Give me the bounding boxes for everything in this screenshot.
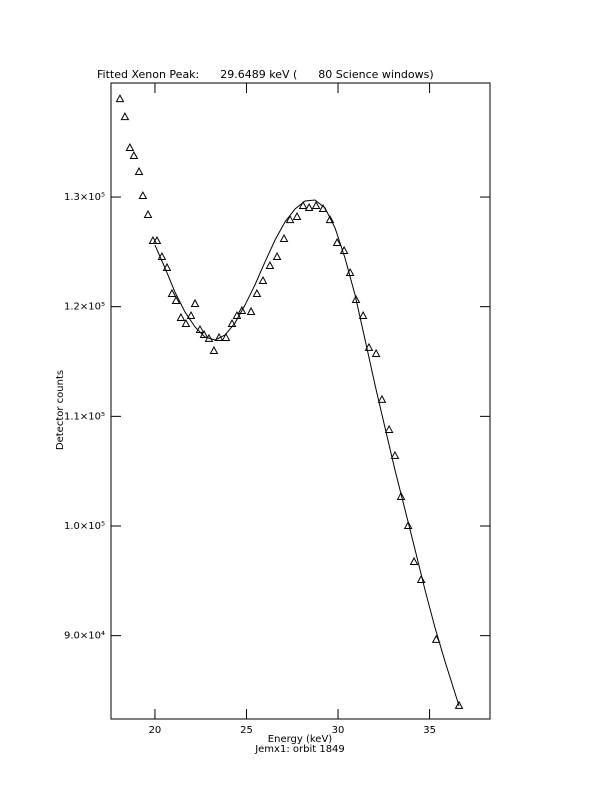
data-point [332,237,342,246]
data-point [358,310,368,320]
data-point [190,298,200,307]
data-point [129,150,139,160]
data-point [258,275,268,285]
y-axis-label: Detector counts [55,370,66,450]
data-point [409,556,419,565]
x-tick-label: 25 [240,725,253,736]
data-point [292,211,302,220]
data-point [390,450,400,459]
data-point [171,295,181,304]
plot-frame [110,82,491,720]
data-point [181,318,191,328]
y-tick-label: 1.3×10⁵ [64,192,105,203]
data-point [325,215,335,224]
data-point [138,190,148,200]
data-point [345,267,355,277]
data-point [120,112,130,121]
data-point [252,288,262,297]
subtitle: Jemx1: orbit 1849 [254,744,345,755]
x-tick-label: 30 [332,725,345,736]
data-point [371,348,381,357]
data-point [298,200,308,210]
data-point [384,424,394,433]
data-point [454,700,464,709]
data-point [403,520,413,530]
data-point [265,260,275,270]
data-point [221,332,231,341]
x-axis-label: Energy (keV) [268,734,333,745]
data-point [176,312,186,321]
y-tick-label: 9.0×10⁴ [64,631,105,642]
data-point [167,288,177,297]
data-point [143,209,153,219]
y-tick-label: 1.2×10⁵ [64,302,105,313]
data-point [377,394,387,403]
y-tick-label: 1.0×10⁵ [64,521,105,532]
data-point [209,345,219,354]
fit-line [154,199,460,706]
chart-title: Fitted Xenon Peak: 29.6489 keV ( 80 Scie… [97,68,434,81]
data-point [134,166,144,176]
data-point [115,94,125,103]
data-point [351,294,361,304]
data-point [279,233,289,243]
data-point [396,491,406,500]
data-point [416,574,426,583]
data-point [272,251,282,261]
data-point [311,200,321,210]
data-point [246,306,256,315]
x-tick-label: 20 [149,725,162,736]
data-point [204,333,214,342]
data-point [162,262,172,271]
data-point [237,305,247,314]
data-point [285,215,295,224]
data-point [125,142,135,152]
data-point [304,202,314,212]
x-tick-label: 35 [423,725,436,736]
data-point [364,342,374,351]
data-point [186,310,196,320]
data-point [152,235,162,245]
y-tick-label: 1.1×10⁵ [64,411,105,422]
